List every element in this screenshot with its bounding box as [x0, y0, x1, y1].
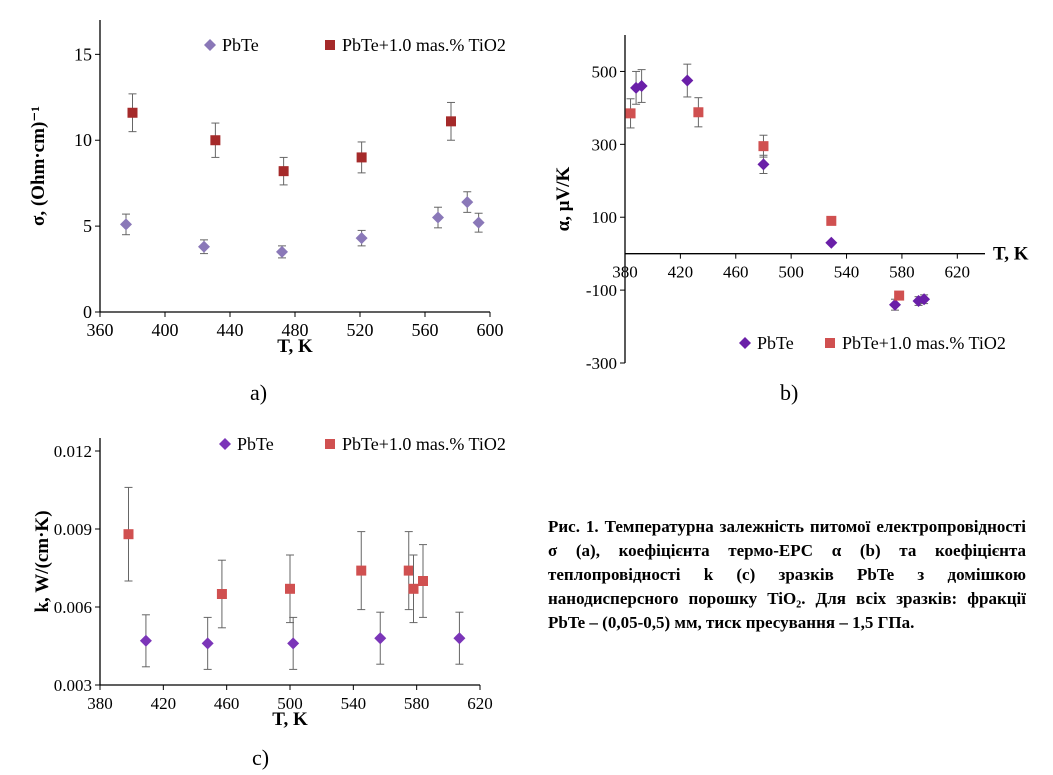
y-tick-label: -300 — [586, 354, 617, 373]
data-point — [625, 108, 636, 119]
data-point — [355, 232, 368, 245]
data-point — [453, 632, 466, 645]
x-axis-title: T, K — [272, 709, 308, 730]
x-tick-label: 460 — [214, 694, 240, 713]
data-point — [201, 637, 214, 650]
x-tick-label: 480 — [282, 320, 309, 340]
y-tick-label: 5 — [83, 216, 92, 236]
data-point — [356, 565, 367, 576]
x-tick-label: 540 — [834, 263, 860, 282]
x-tick-label: 560 — [412, 320, 439, 340]
data-point — [287, 637, 300, 650]
legend-label: PbTe — [222, 35, 259, 55]
x-tick-label: 360 — [87, 320, 114, 340]
data-point — [374, 632, 387, 645]
data-point — [123, 529, 134, 540]
data-point — [825, 236, 838, 249]
y-tick-label: -100 — [586, 281, 617, 300]
data-point — [894, 290, 905, 301]
x-tick-label: 380 — [612, 263, 638, 282]
y-axis-title: k, W/(cm·K) — [32, 510, 53, 612]
data-point — [681, 74, 694, 87]
data-point — [757, 158, 770, 171]
legend-label: PbTe+1.0 mas.% TiO2 — [342, 35, 506, 55]
x-tick-label: 500 — [778, 263, 804, 282]
x-tick-label: 440 — [217, 320, 244, 340]
data-point — [403, 565, 414, 576]
caption-text: Температурна залежність питомої електроп… — [548, 517, 1026, 632]
x-tick-label: 620 — [467, 694, 493, 713]
x-tick-label: 460 — [723, 263, 749, 282]
y-tick-label: 300 — [592, 135, 618, 154]
legend-marker — [739, 337, 751, 349]
x-tick-label: 520 — [347, 320, 374, 340]
y-tick-label: 0.006 — [54, 598, 92, 617]
chart-a-sigma: 0 5 10 15 360 400 440 480 520 560 600 T, K σ, (Ohm·c… — [28, 20, 506, 357]
y-tick-label: 0.003 — [54, 676, 92, 695]
legend-marker — [825, 338, 835, 348]
figure-caption: Рис. 1. Температурна залежність питомої … — [548, 515, 1026, 635]
y-tick-label: 0.009 — [54, 520, 92, 539]
x-tick-label: 580 — [889, 263, 915, 282]
x-tick-label: 420 — [151, 694, 177, 713]
data-point — [889, 298, 901, 311]
x-tick-label: 600 — [477, 320, 504, 340]
chart-b-alpha: -300 -100 100 300 500 380 420 460 500 540 580 620 T,… — [553, 35, 1029, 373]
y-tick-label: 500 — [592, 62, 618, 81]
data-point — [472, 216, 485, 229]
data-point — [693, 107, 704, 118]
data-point — [432, 211, 444, 224]
panel-label-b: b) — [780, 380, 799, 405]
x-tick-label: 500 — [277, 694, 303, 713]
data-point — [918, 293, 931, 306]
legend-label: PbTe+1.0 mas.% TiO2 — [342, 434, 506, 454]
data-point — [356, 152, 367, 163]
y-axis-title: σ, (Ohm·cm)⁻¹ — [28, 106, 49, 226]
x-tick-label: 540 — [341, 694, 367, 713]
data-point — [120, 218, 132, 231]
legend-marker — [325, 439, 335, 449]
data-point — [446, 116, 456, 127]
x-tick-label: 420 — [668, 263, 694, 282]
y-tick-label: 15 — [74, 44, 92, 64]
data-point — [278, 166, 289, 177]
legend-label: PbTe — [757, 333, 794, 353]
x-axis-title: T, K — [993, 244, 1029, 265]
y-tick-label: 0 — [83, 302, 92, 322]
x-tick-label: 380 — [87, 694, 113, 713]
panel-label-c: c) — [252, 745, 270, 770]
x-axis-title: T, K — [277, 336, 313, 357]
data-point — [216, 589, 227, 599]
x-tick-label: 580 — [404, 694, 430, 713]
data-point — [285, 583, 295, 594]
chart-c-kappa: 0.003 0.006 0.009 0.012 380 420 460 500 540 580 62… — [32, 434, 506, 730]
y-tick-label: 0.012 — [54, 442, 92, 461]
y-tick-label: 10 — [74, 130, 92, 150]
y-tick-label: 100 — [592, 208, 618, 227]
data-point — [210, 135, 221, 146]
legend-marker — [219, 438, 231, 450]
data-point — [635, 80, 648, 93]
y-axis-title: α, μV/K — [553, 166, 574, 231]
x-tick-label: 620 — [945, 263, 971, 282]
caption-label: Рис. 1. — [548, 517, 599, 536]
data-point — [758, 141, 769, 152]
data-point — [408, 583, 419, 594]
data-point — [826, 215, 837, 226]
data-point — [276, 245, 288, 258]
legend-label: PbTe+1.0 mas.% TiO2 — [842, 333, 1006, 353]
data-point — [127, 107, 138, 118]
data-point — [198, 240, 210, 253]
x-tick-label: 400 — [152, 320, 179, 340]
data-point — [418, 576, 428, 586]
data-point — [139, 634, 152, 647]
legend-marker — [204, 39, 216, 51]
legend-marker — [325, 40, 335, 50]
data-point — [461, 196, 474, 209]
panel-label-a: a) — [250, 380, 268, 405]
legend-label: PbTe — [237, 434, 274, 454]
